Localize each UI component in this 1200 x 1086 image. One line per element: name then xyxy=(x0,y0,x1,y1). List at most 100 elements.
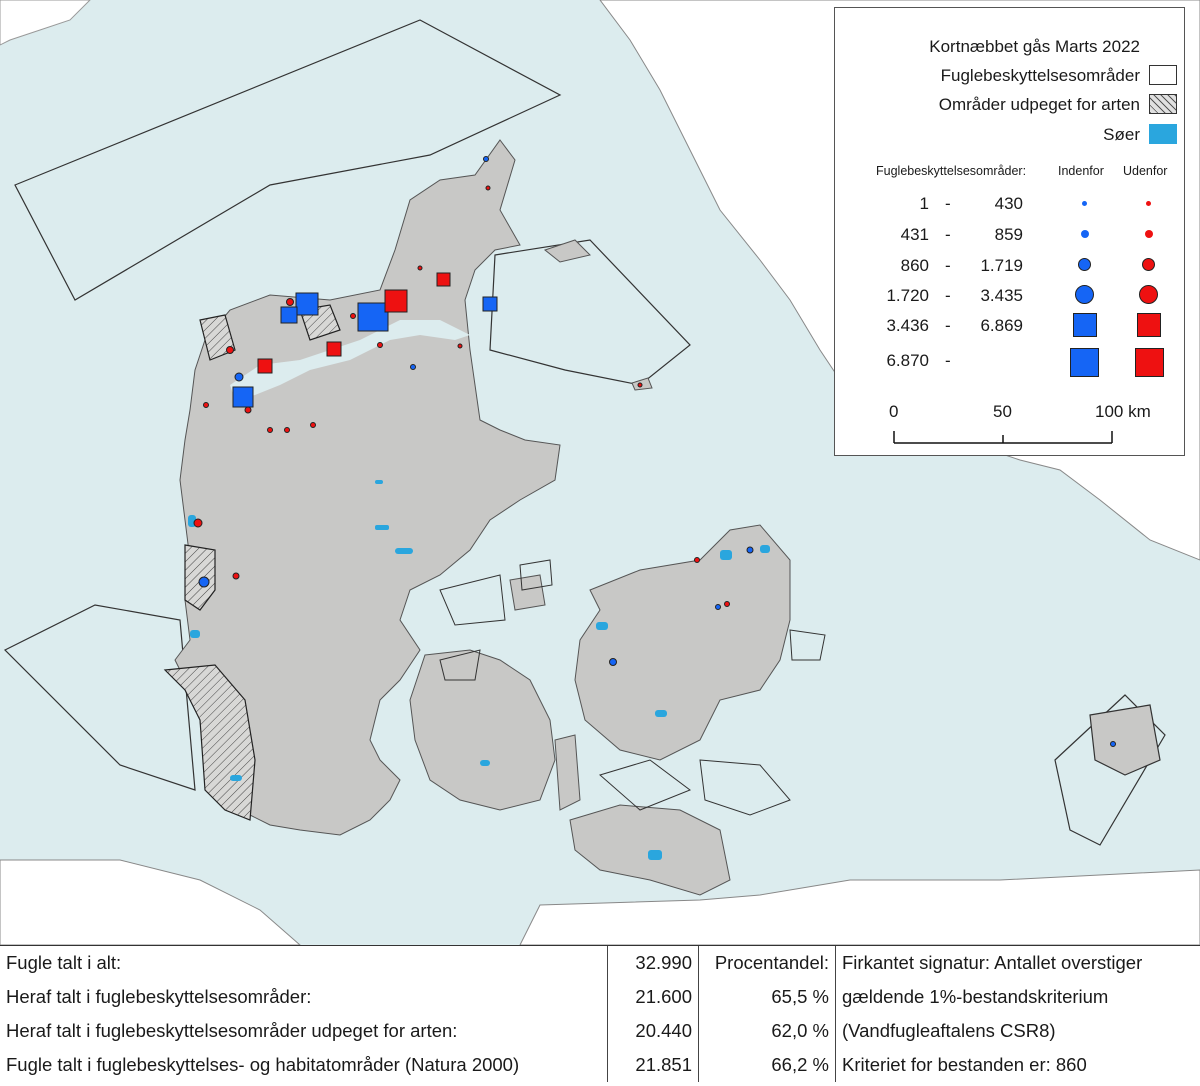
stat-value: 21.600 xyxy=(608,980,699,1014)
size-header: Fuglebeskyttelsesområder: xyxy=(876,164,1026,178)
stat-note: gældende 1%-bestandskriterium xyxy=(836,980,1200,1014)
obs-square-inside xyxy=(296,293,318,315)
obs-dot-outside xyxy=(227,347,234,354)
dot-medium-outside xyxy=(1142,258,1155,271)
lolland-falster xyxy=(570,805,730,895)
scale-bar xyxy=(890,429,1120,447)
obs-square-inside xyxy=(281,307,297,323)
stat-percent: 62,0 % xyxy=(699,1014,836,1048)
table-row: Fugle talt i fuglebeskyttelses- og habit… xyxy=(0,1048,1200,1082)
class-sep: - xyxy=(945,194,951,214)
obs-dot-outside xyxy=(194,519,202,527)
obs-dot-inside xyxy=(235,373,243,381)
hatched-box-swatch xyxy=(1149,94,1177,114)
class-to: 3.435 xyxy=(963,286,1023,306)
lake-box-swatch xyxy=(1149,124,1177,144)
class-to: 6.869 xyxy=(963,316,1023,336)
north-sea-protection-area xyxy=(5,605,195,790)
obs-dot-outside xyxy=(458,344,462,348)
class-to: 859 xyxy=(963,225,1023,245)
stat-value: 21.851 xyxy=(608,1048,699,1082)
obs-dot-inside xyxy=(484,157,489,162)
stat-label: Heraf talt i fuglebeskyttelsesområder: xyxy=(0,980,608,1014)
obs-square-inside xyxy=(358,303,388,331)
scale-label-0: 0 xyxy=(889,402,898,422)
square-medium-outside xyxy=(1137,313,1161,337)
dot-large-outside xyxy=(1139,285,1158,304)
germany-land-east xyxy=(520,870,1200,945)
legend-lakes-label: Søer xyxy=(1103,125,1140,145)
obs-dot-inside xyxy=(716,605,721,610)
obs-square-inside xyxy=(233,387,253,407)
obs-dot-outside xyxy=(695,558,700,563)
class-from: 1 xyxy=(835,194,929,214)
obs-dot-outside xyxy=(245,407,251,413)
kattegat-protection-area xyxy=(490,240,690,385)
class-sep: - xyxy=(945,316,951,336)
table-row: Heraf talt i fuglebeskyttelsesområder ud… xyxy=(0,1014,1200,1048)
obs-dot-outside xyxy=(287,299,294,306)
dot-large-inside xyxy=(1075,285,1094,304)
table-row: Heraf talt i fuglebeskyttelsesområder: 2… xyxy=(0,980,1200,1014)
langeland-island xyxy=(555,735,580,810)
funen xyxy=(410,650,555,810)
legend-title: Kortnæbbet gås Marts 2022 xyxy=(929,37,1140,57)
dot-medium-inside xyxy=(1078,258,1091,271)
obs-dot-outside xyxy=(725,602,730,607)
stat-value: 32.990 xyxy=(608,946,699,980)
stat-percent: 66,2 % xyxy=(699,1048,836,1082)
obs-dot-outside xyxy=(638,383,642,387)
stat-note: Kriteriet for bestanden er: 860 xyxy=(836,1048,1200,1082)
obs-dot-inside xyxy=(610,659,617,666)
obs-dot-outside xyxy=(268,428,273,433)
square-medium-inside xyxy=(1073,313,1097,337)
col-outside-header: Udenfor xyxy=(1123,164,1167,178)
class-sep: - xyxy=(945,225,951,245)
class-from: 6.870 xyxy=(835,351,929,371)
dot-small-inside xyxy=(1081,230,1089,238)
class-from: 860 xyxy=(835,256,929,276)
stat-note: Firkantet signatur: Antallet overstiger xyxy=(836,946,1200,980)
stat-label: Fugle talt i fuglebeskyttelses- og habit… xyxy=(0,1048,608,1082)
class-from: 431 xyxy=(835,225,929,245)
dot-tiny-outside xyxy=(1146,201,1151,206)
stat-percent: Procentandel: xyxy=(699,946,836,980)
stat-percent: 65,5 % xyxy=(699,980,836,1014)
square-large-outside xyxy=(1135,348,1164,377)
scale-label-50: 50 xyxy=(993,402,1012,422)
obs-square-inside xyxy=(483,297,497,311)
obs-dot-inside xyxy=(747,547,753,553)
obs-dot-outside xyxy=(378,343,383,348)
scale-label-100: 100 km xyxy=(1095,402,1151,422)
obs-dot-outside xyxy=(311,423,316,428)
obs-square-outside xyxy=(437,273,450,286)
legend: Kortnæbbet gås Marts 2022 Fuglebeskyttel… xyxy=(834,7,1185,456)
bornholm-island xyxy=(1090,705,1160,775)
obs-square-outside xyxy=(385,290,407,312)
empty-box-swatch xyxy=(1149,65,1177,85)
dot-small-outside xyxy=(1145,230,1153,238)
obs-dot-outside xyxy=(204,403,209,408)
obs-dot-outside xyxy=(285,428,290,433)
obs-dot-outside xyxy=(351,314,356,319)
obs-dot-inside xyxy=(411,365,416,370)
germany-land xyxy=(0,860,300,945)
obs-dot-outside xyxy=(418,266,422,270)
col-inside-header: Indenfor xyxy=(1058,164,1104,178)
class-from: 3.436 xyxy=(835,316,929,336)
class-sep: - xyxy=(945,351,951,371)
stat-label: Fugle talt i alt: xyxy=(0,946,608,980)
class-to: 1.719 xyxy=(963,256,1023,276)
square-large-inside xyxy=(1070,348,1099,377)
stat-note: (Vandfugleaftalens CSR8) xyxy=(836,1014,1200,1048)
samsoe-island xyxy=(510,575,545,610)
zealand xyxy=(575,525,790,760)
class-sep: - xyxy=(945,286,951,306)
legend-designated-areas-label: Områder udpeget for arten xyxy=(939,95,1140,115)
class-sep: - xyxy=(945,256,951,276)
obs-dot-outside xyxy=(486,186,490,190)
stat-label: Heraf talt i fuglebeskyttelsesområder ud… xyxy=(0,1014,608,1048)
sweden-coast-detail xyxy=(0,0,90,45)
laeso-island xyxy=(545,240,590,262)
obs-dot-outside xyxy=(233,573,239,579)
